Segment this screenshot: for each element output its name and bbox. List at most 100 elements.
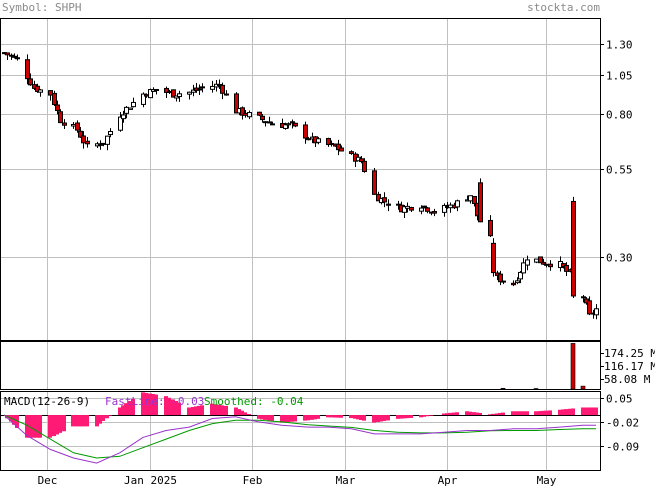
- histogram-bar: [525, 411, 529, 416]
- histogram-bar: [105, 415, 109, 419]
- histogram-bar: [286, 415, 290, 423]
- candle-body: [62, 122, 67, 126]
- candle-body: [326, 137, 331, 146]
- candle-body: [15, 57, 20, 60]
- candle-body: [293, 122, 298, 127]
- x-tick-label: Mar: [336, 474, 356, 486]
- candle-body: [316, 138, 321, 143]
- histogram-bar: [210, 403, 214, 416]
- histogram-bar: [128, 401, 132, 416]
- histogram-bar: [353, 415, 357, 419]
- histogram-bar: [339, 415, 343, 418]
- histogram-bar: [131, 398, 135, 416]
- macd-fast-line: [3, 414, 596, 464]
- histogram-bar: [488, 414, 492, 416]
- candle-body: [525, 259, 530, 266]
- histogram-bar: [38, 415, 42, 438]
- histogram-bar: [144, 392, 148, 416]
- x-tick-label: Feb: [243, 474, 263, 486]
- histogram-bar: [108, 415, 112, 416]
- histogram-bar: [214, 404, 218, 416]
- histogram-bar: [55, 415, 59, 435]
- candle-body: [488, 219, 493, 237]
- candle-body: [12, 55, 17, 58]
- candle-body: [455, 200, 460, 208]
- candle-body: [118, 116, 123, 131]
- candle-body: [515, 280, 520, 284]
- histogram-bar: [561, 409, 565, 416]
- candle-body: [247, 112, 252, 118]
- price-tick-label: 0.30: [606, 252, 633, 265]
- histogram-bar: [548, 410, 552, 416]
- candle-body: [478, 182, 483, 223]
- histogram-bar: [534, 411, 538, 416]
- histogram-bar: [329, 415, 333, 418]
- symbol-label: Symbol: SHPH: [2, 1, 82, 14]
- candle-body: [329, 142, 334, 145]
- site-label[interactable]: stockta.com: [527, 1, 600, 14]
- candle-body: [432, 210, 437, 214]
- panel-frame-1: [0, 18, 601, 341]
- candle-body: [541, 261, 546, 265]
- histogram-bar: [270, 415, 274, 421]
- candle-body: [349, 151, 354, 154]
- histogram-bar: [154, 394, 158, 416]
- x-tick-label: May: [537, 474, 557, 486]
- candle-body: [28, 78, 33, 86]
- candle-body: [491, 242, 496, 274]
- histogram-bar: [75, 415, 79, 427]
- candle-body: [260, 115, 265, 121]
- candle-body: [422, 205, 427, 208]
- histogram-bar: [448, 412, 452, 416]
- histogram-bar: [316, 415, 320, 419]
- histogram-bar: [310, 415, 314, 420]
- histogram-bar: [52, 415, 56, 437]
- histogram-bar: [425, 415, 429, 417]
- histogram-bar: [452, 412, 456, 416]
- candle-body: [71, 123, 76, 127]
- candle-body: [220, 84, 225, 94]
- candle-body: [521, 262, 526, 274]
- histogram-bar: [422, 415, 426, 417]
- histogram-bar: [472, 412, 476, 416]
- histogram-bar: [141, 392, 145, 416]
- candle-body: [243, 112, 248, 116]
- macd-smoothed-label: Smoothed: -0.04: [204, 395, 304, 408]
- candle-body: [141, 93, 146, 105]
- histogram-bar: [306, 415, 310, 421]
- histogram-bar: [349, 415, 353, 419]
- candle-body: [267, 121, 272, 124]
- candle-body: [224, 93, 229, 96]
- candle-body: [286, 123, 291, 126]
- histogram-bar: [220, 405, 224, 416]
- histogram-bar: [568, 408, 572, 416]
- candle-body: [105, 135, 110, 145]
- candle-body: [472, 196, 477, 205]
- histogram-bar: [396, 415, 400, 419]
- histogram-bar: [71, 415, 75, 427]
- candle-body: [396, 203, 401, 206]
- volume-tick-label: 174.25 M: [604, 347, 655, 360]
- histogram-bar: [240, 410, 244, 416]
- candle-body: [164, 87, 169, 93]
- candle-body: [121, 114, 126, 120]
- histogram-bar: [151, 393, 155, 416]
- candle-body: [306, 138, 311, 141]
- candle-body: [362, 160, 367, 173]
- price-tick-label: 0.80: [606, 109, 633, 122]
- candle-body: [518, 271, 523, 280]
- histogram-bar: [468, 411, 472, 416]
- x-tick-label: Apr: [438, 474, 458, 486]
- histogram-bar: [48, 415, 52, 438]
- candle-body: [128, 107, 133, 110]
- histogram-bar: [303, 415, 307, 421]
- candle-body: [154, 88, 159, 91]
- candle-body: [538, 256, 543, 264]
- histogram-bar: [541, 410, 545, 416]
- volume-bar: [580, 385, 586, 390]
- histogram-bar: [101, 415, 105, 421]
- panel-frame-2: [0, 341, 601, 390]
- histogram-bar: [28, 415, 32, 438]
- candles: [2, 51, 599, 320]
